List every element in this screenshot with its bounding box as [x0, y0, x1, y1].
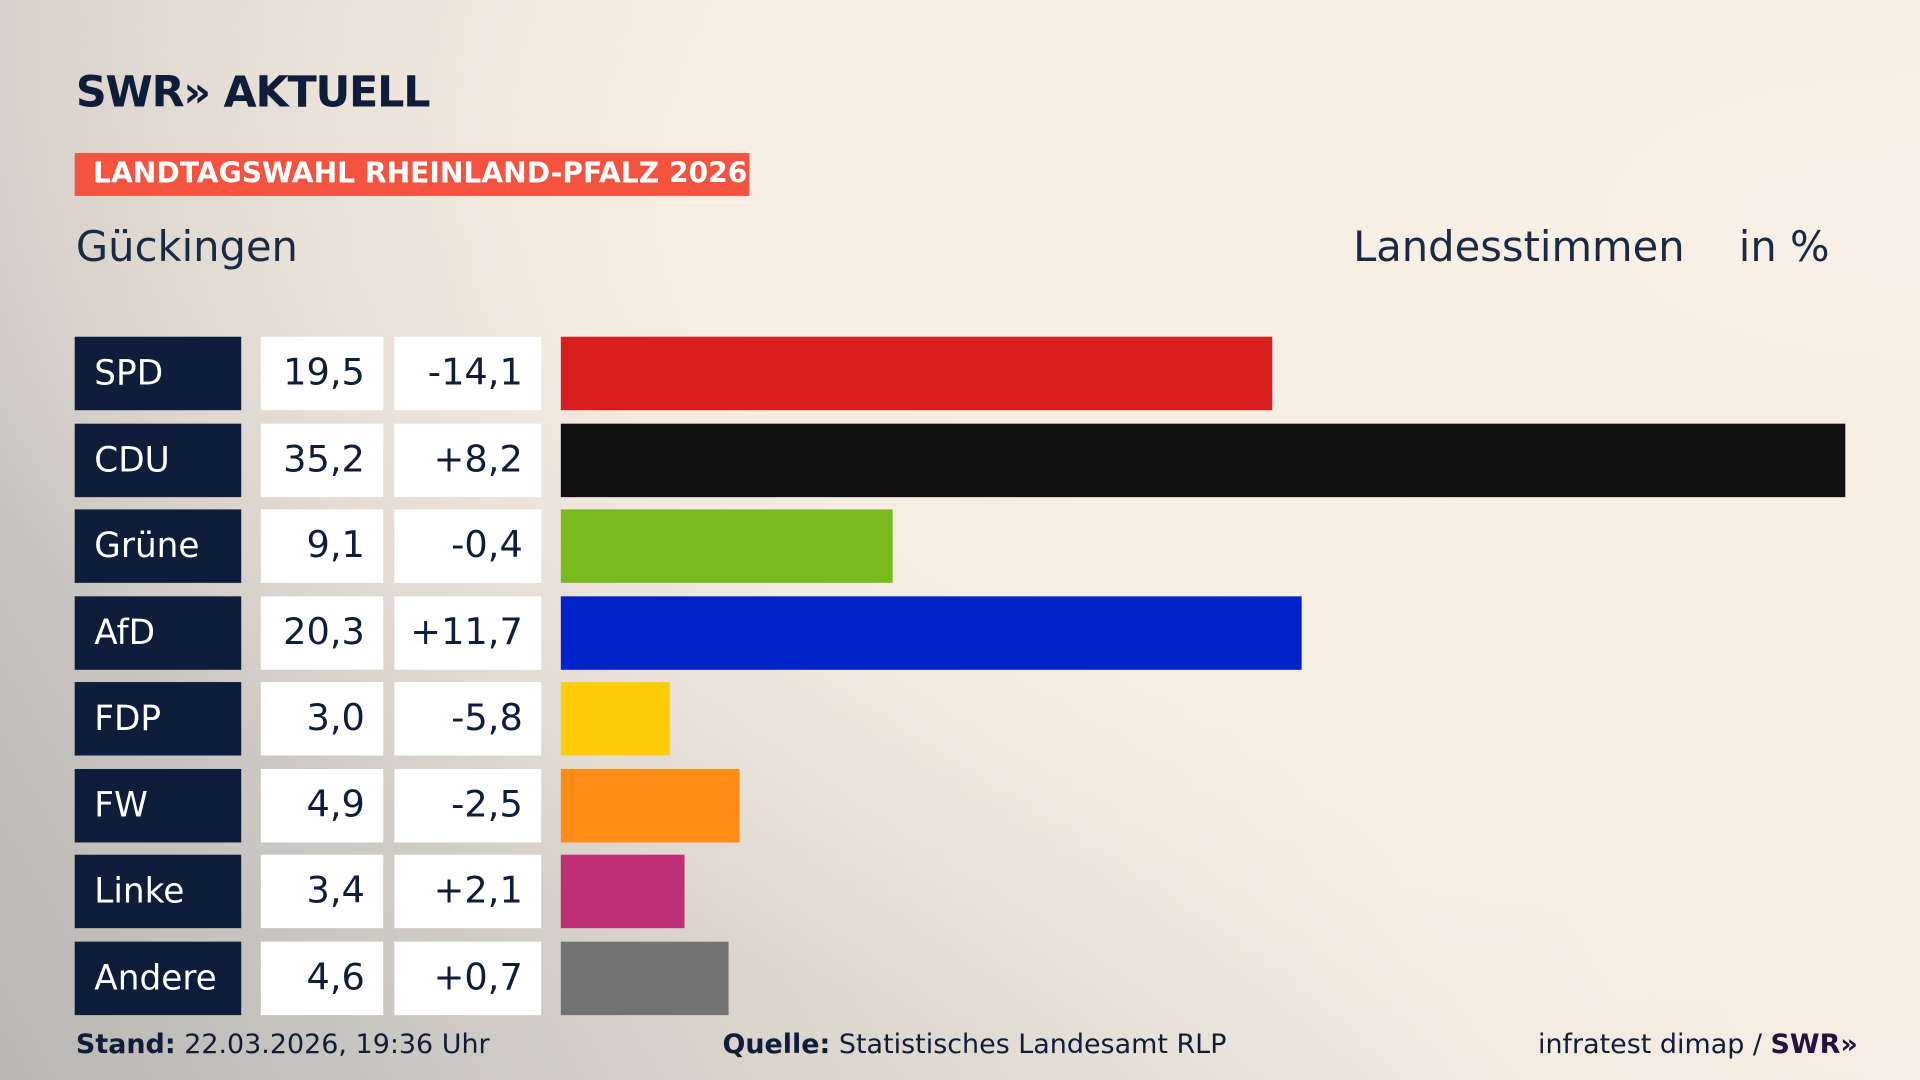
- diff-label: +0,7: [394, 941, 542, 1015]
- value-label: 4,9: [260, 768, 384, 842]
- bar-linke: [560, 854, 685, 929]
- stand-text: Stand: 22.03.2026, 19:36 Uhr: [76, 1030, 490, 1061]
- diff-label: -2,5: [394, 768, 542, 842]
- unit-label: in %: [1738, 222, 1830, 272]
- bar-row: Linke 3,4 +2,1: [0, 854, 1920, 929]
- bar-row: SPD 19,5 -14,1: [0, 336, 1920, 411]
- party-label: SPD: [74, 336, 242, 411]
- diff-label: +2,1: [394, 854, 542, 929]
- swr-logo: SWR»: [1770, 1029, 1858, 1061]
- bar-fw: [560, 768, 740, 842]
- diff-label: -14,1: [394, 336, 542, 411]
- stand-value: 22.03.2026, 19:36 Uhr: [184, 1029, 490, 1061]
- party-label: Andere: [74, 941, 242, 1015]
- bar-row: Andere 4,6 +0,7: [0, 941, 1920, 1015]
- bar-afd: [560, 595, 1302, 670]
- diff-label: +8,2: [394, 423, 542, 497]
- source-label: Quelle:: [722, 1029, 831, 1061]
- election-banner: LANDTAGSWAHL RHEINLAND-PFALZ 2026: [74, 153, 750, 196]
- diff-label: +11,7: [394, 595, 542, 670]
- bar-row: FDP 3,0 -5,8: [0, 682, 1920, 756]
- party-label: Linke: [74, 854, 242, 929]
- value-label: 4,6: [260, 941, 384, 1015]
- value-label: 20,3: [260, 595, 384, 670]
- bar-row: Grüne 9,1 -0,4: [0, 509, 1920, 583]
- party-label: FDP: [74, 682, 242, 756]
- bar-fdp: [560, 682, 671, 756]
- diff-label: -0,4: [394, 509, 542, 583]
- value-label: 3,4: [260, 854, 384, 929]
- bar-cdu: [560, 423, 1846, 497]
- place-title: Gückingen: [75, 222, 298, 272]
- value-label: 9,1: [260, 509, 384, 583]
- value-label: 3,0: [260, 682, 384, 756]
- credit-text: infratest dimap / SWR»: [1538, 1030, 1858, 1061]
- bar-row: CDU 35,2 +8,2: [0, 423, 1920, 497]
- bar-row: AfD 20,3 +11,7: [0, 595, 1920, 670]
- value-label: 19,5: [260, 336, 384, 411]
- source-value: Statistisches Landesamt RLP: [838, 1029, 1227, 1061]
- source-text: Quelle: Statistisches Landesamt RLP: [722, 1030, 1226, 1061]
- swr-aktuell-logo: SWR» AKTUELL: [75, 68, 431, 118]
- party-label: Grüne: [74, 509, 242, 583]
- bar-row: FW 4,9 -2,5: [0, 768, 1920, 842]
- party-label: CDU: [74, 423, 242, 497]
- diff-label: -5,8: [394, 682, 542, 756]
- bar-spd: [560, 336, 1273, 411]
- bar-grüne: [560, 509, 893, 583]
- bar-andere: [560, 941, 729, 1015]
- credit-value: infratest dimap /: [1537, 1029, 1771, 1061]
- value-label: 35,2: [260, 423, 384, 497]
- party-label: AfD: [74, 595, 242, 670]
- measure-label: Landesstimmen: [1353, 222, 1685, 272]
- party-label: FW: [74, 768, 242, 842]
- stand-label: Stand:: [75, 1029, 176, 1061]
